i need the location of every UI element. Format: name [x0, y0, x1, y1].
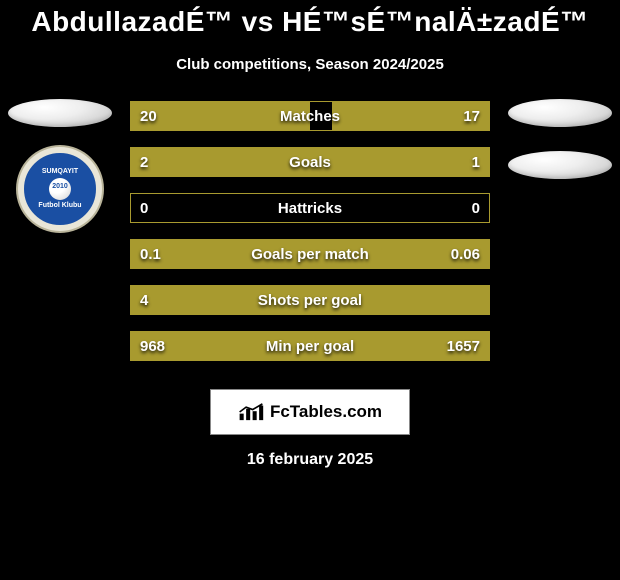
- stat-row: 21Goals: [130, 147, 490, 177]
- player-right-team-oval-1: [508, 99, 612, 127]
- bar-left-fill: [130, 331, 353, 361]
- player-left-team-oval: [8, 99, 112, 127]
- branding-text: FcTables.com: [270, 402, 382, 422]
- bar-right-fill: [368, 147, 490, 177]
- player-right-badges: [508, 99, 612, 179]
- bar-left-fill: [130, 147, 368, 177]
- club-logo-top-text: SUMQAYIT: [42, 168, 78, 176]
- stat-row: 4Shots per goal: [130, 285, 490, 315]
- bar-left-fill: [130, 285, 490, 315]
- branding-chart-icon: [238, 401, 264, 423]
- bars-container: 2017Matches 21Goals 00Hattricks 0.10.06Goal…: [130, 101, 490, 361]
- player-right-team-oval-2: [508, 151, 612, 179]
- page-title: AbdullazadÉ™ vs HÉ™sÉ™nalÄ±zadÉ™: [0, 0, 620, 38]
- stat-row: 0.10.06Goals per match: [130, 239, 490, 269]
- bar-right-fill: [353, 331, 490, 361]
- comparison-chart: SUMQAYIT Futbol Klubu 2017Matches 21Goals…: [0, 101, 620, 371]
- player-left-badges: SUMQAYIT Futbol Klubu: [8, 99, 112, 231]
- soccer-ball-icon: [49, 178, 71, 200]
- bar-right-fill: [353, 239, 490, 269]
- club-logo-bottom-text: Futbol Klubu: [38, 202, 81, 210]
- date-text: 16 february 2025: [0, 451, 620, 469]
- stat-row: 00Hattricks: [130, 193, 490, 223]
- branding-box: FcTables.com: [210, 389, 410, 435]
- bar-right-fill: [332, 101, 490, 131]
- stat-row: 9681657Min per goal: [130, 331, 490, 361]
- subtitle: Club competitions, Season 2024/2025: [0, 56, 620, 73]
- bar-background: [130, 193, 490, 223]
- bar-left-fill: [130, 239, 353, 269]
- bar-left-fill: [130, 101, 310, 131]
- player-left-club-logo: SUMQAYIT Futbol Klubu: [18, 147, 102, 231]
- stat-row: 2017Matches: [130, 101, 490, 131]
